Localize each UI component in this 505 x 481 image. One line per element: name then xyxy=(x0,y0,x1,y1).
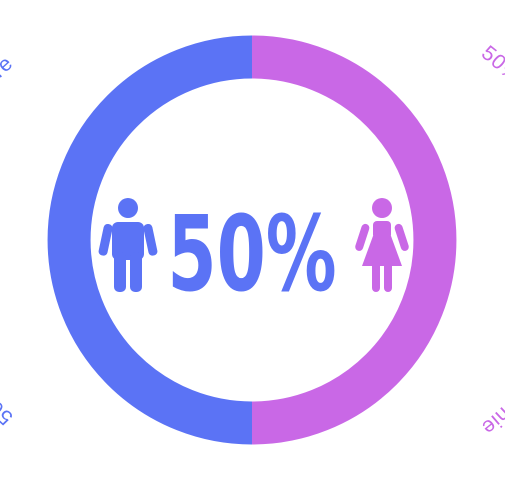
male-person-icon xyxy=(98,198,158,292)
donut-ring xyxy=(47,35,457,445)
female-person-icon xyxy=(355,198,409,292)
slice-philosophy xyxy=(251,35,457,445)
slice-literature xyxy=(47,35,253,445)
slice-label-philosophy: 50% par un.e enseignant.e de l philosoph… xyxy=(477,41,505,439)
center-percentage: 50% xyxy=(167,193,336,315)
slice-label-literature: 50% par un.e enseignant.e de littérature xyxy=(0,52,17,430)
